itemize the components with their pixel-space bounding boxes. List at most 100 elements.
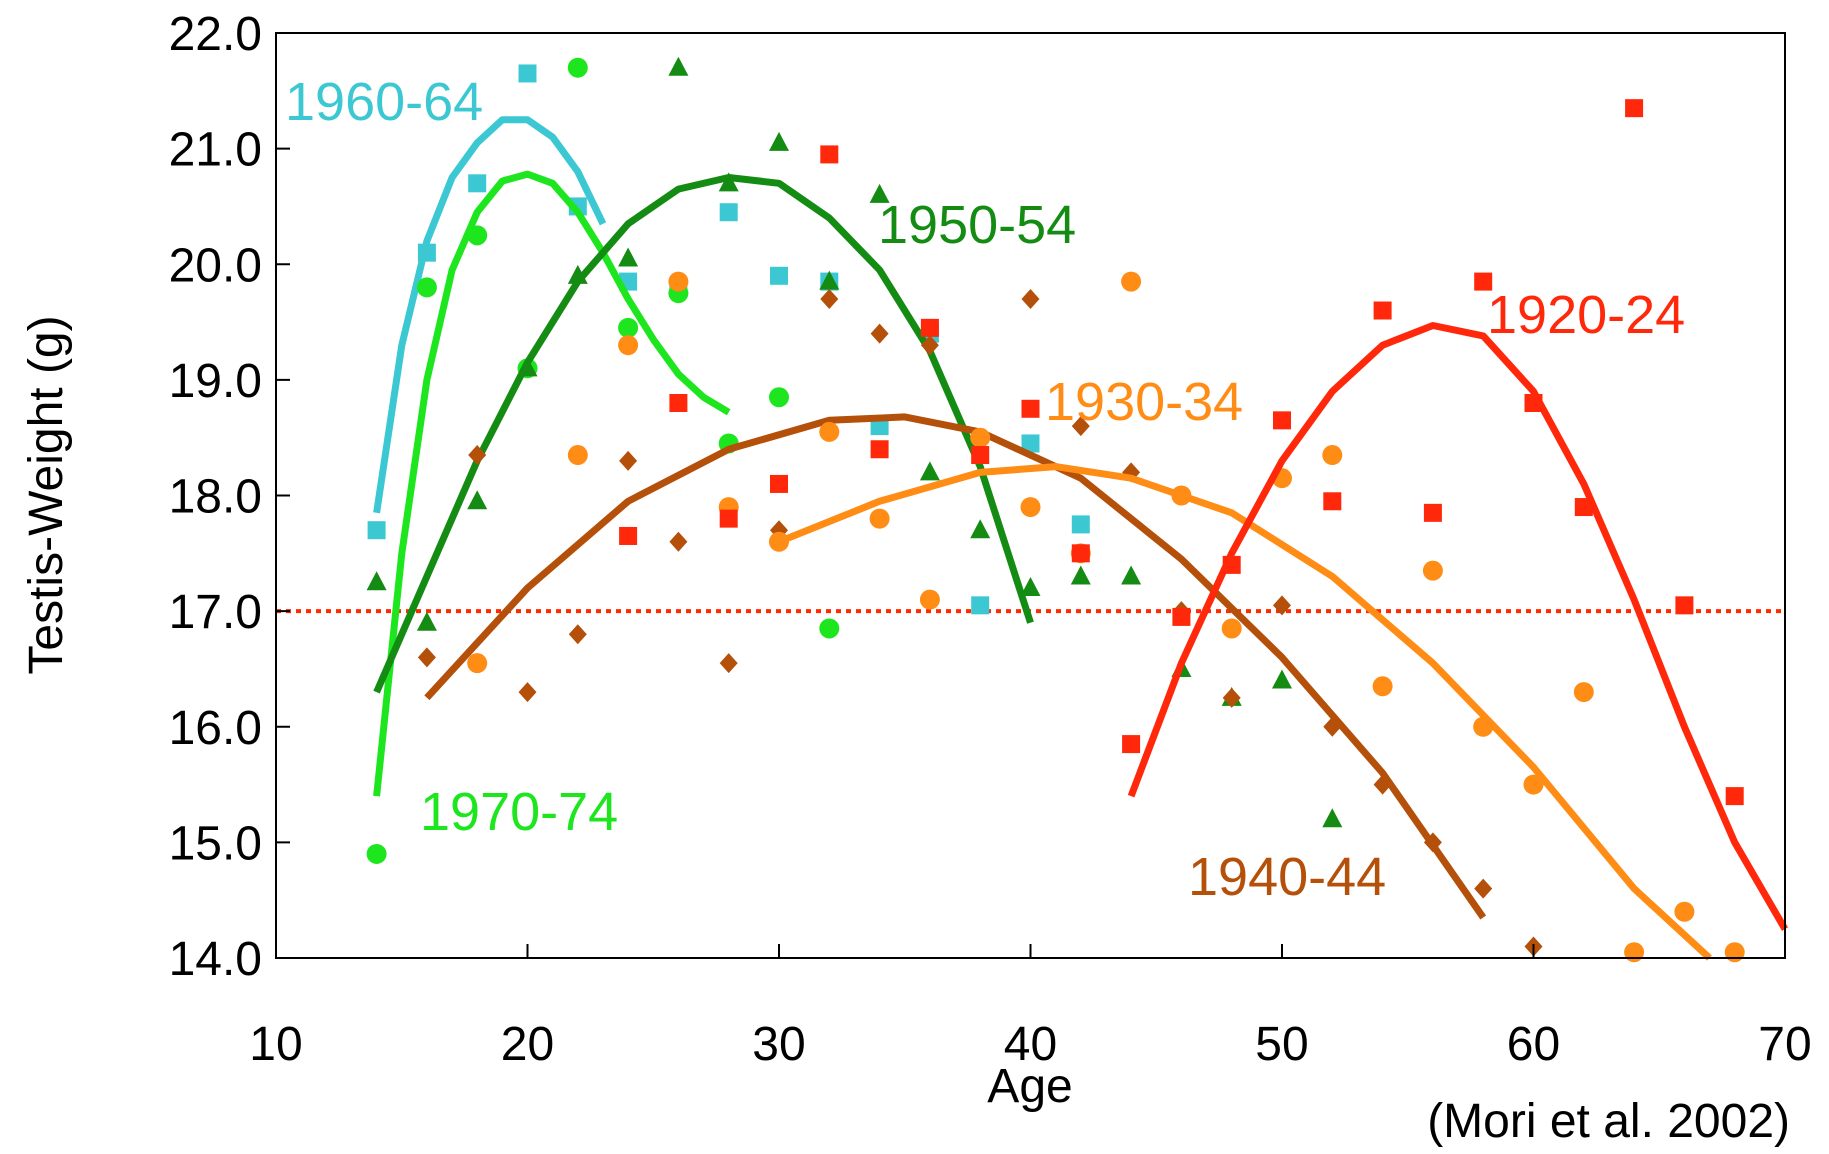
data-point-1930-34: [1724, 942, 1745, 963]
data-point-1930-34: [1372, 676, 1393, 697]
data-point-1920-24: [770, 474, 788, 493]
data-point-1920-24: [971, 446, 990, 465]
data-point-1960-64: [518, 64, 537, 83]
data-point-1940-44: [1474, 878, 1493, 899]
x-axis-title: Age: [987, 1060, 1072, 1113]
data-point-1930-34: [567, 445, 588, 466]
fit-curve-1920-24: [1127, 322, 1789, 931]
data-point-1960-64: [1021, 434, 1040, 453]
data-point-1920-24: [820, 145, 839, 164]
y-tick-label: 17.0: [169, 586, 262, 639]
data-point-1920-24: [1625, 99, 1644, 118]
data-point-1920-24: [1172, 607, 1191, 626]
data-point-1930-34: [819, 421, 840, 442]
data-point-1950-54: [1070, 565, 1091, 585]
data-point-1920-24: [619, 526, 638, 545]
data-point-1930-34: [1221, 618, 1242, 639]
data-point-1940-44: [820, 288, 839, 309]
series-label-1940-44: 1940-44: [1188, 847, 1386, 907]
data-point-1960-64: [1071, 515, 1090, 534]
data-point-1960-64: [770, 266, 788, 285]
y-tick-label: 14.0: [169, 933, 262, 986]
data-point-1940-44: [1222, 687, 1241, 708]
data-point-1930-34: [1121, 271, 1142, 292]
data-point-1930-34: [1573, 682, 1594, 703]
data-point-1920-24: [669, 394, 688, 412]
data-point-1920-24: [1021, 399, 1040, 418]
series-label-1930-34: 1930-34: [1045, 372, 1243, 432]
fit-curve-1930-34: [777, 463, 1712, 961]
data-point-1920-24: [1273, 411, 1291, 430]
data-point-1920-24: [1474, 272, 1493, 291]
data-point-1920-24: [719, 509, 738, 528]
data-point-1950-54: [769, 131, 789, 151]
data-point-1940-44: [719, 653, 738, 674]
x-tick-label: 30: [752, 1018, 805, 1071]
fit-curve-1960-64: [373, 116, 607, 514]
data-point-1950-54: [1121, 565, 1142, 585]
y-axis: 14.0 15.0 16.0 17.0 18.0 19.0 20.0 21.0 22.0: [169, 8, 290, 986]
data-point-1940-44: [417, 647, 436, 668]
data-point-1920-24: [870, 440, 889, 459]
series-label-1950-54: 1950-54: [878, 195, 1076, 255]
data-point-1920-24: [1323, 492, 1342, 511]
data-point-1950-54: [416, 611, 437, 631]
y-tick-label: 21.0: [169, 124, 262, 177]
data-point-1920-24: [1373, 301, 1392, 320]
data-point-1950-54: [819, 270, 840, 290]
data-point-1940-44: [1021, 288, 1040, 309]
data-point-1940-44: [1273, 595, 1291, 616]
data-point-1930-34: [1322, 445, 1343, 466]
data-point-1920-24: [920, 318, 939, 337]
data-point-1930-34: [1624, 942, 1645, 963]
data-point-1930-34: [869, 508, 890, 529]
data-point-1930-34: [668, 271, 689, 292]
y-tick-label: 19.0: [169, 355, 262, 408]
data-point-1960-64: [971, 596, 990, 615]
y-tick-label: 16.0: [169, 702, 262, 755]
fit-curve-1970-74: [373, 170, 731, 797]
x-tick-label: 10: [249, 1018, 302, 1071]
data-point-1970-74: [416, 277, 437, 298]
data-point-1920-24: [1122, 735, 1141, 754]
data-point-1940-44: [518, 682, 537, 703]
y-tick-label: 18.0: [169, 471, 262, 524]
data-point-1920-24: [1675, 596, 1694, 615]
data-point-1950-54: [970, 519, 991, 539]
data-point-1970-74: [366, 843, 387, 864]
y-axis-title: Testis-Weight (g): [20, 315, 73, 674]
series-label-1970-74: 1970-74: [420, 782, 618, 842]
data-point-1950-54: [1322, 808, 1343, 828]
data-point-1950-54: [668, 56, 689, 76]
data-point-1930-34: [1020, 497, 1041, 518]
data-point-1920-24: [1725, 787, 1744, 806]
data-point-1940-44: [1071, 416, 1090, 437]
x-tick-label: 20: [501, 1018, 554, 1071]
data-point-1950-54: [1020, 577, 1041, 596]
y-tick-label: 22.0: [169, 8, 262, 61]
data-point-1970-74: [618, 317, 639, 338]
x-tick-label: 40: [1004, 1018, 1057, 1071]
data-point-1960-64: [367, 521, 386, 540]
data-point-1930-34: [618, 335, 639, 356]
series-label-1920-24: 1920-24: [1487, 285, 1685, 345]
data-point-1930-34: [1674, 901, 1695, 922]
x-axis: 10 20 30 40 50 60 70: [249, 944, 1812, 1071]
data-point-1920-24: [1071, 544, 1090, 563]
data-point-1930-34: [919, 589, 940, 610]
data-point-1950-54: [718, 172, 739, 192]
data-point-1930-34: [1523, 774, 1544, 795]
data-point-1930-34: [467, 653, 488, 674]
data-point-1940-44: [920, 335, 939, 356]
data-point-1950-54: [1272, 669, 1292, 689]
data-point-1940-44: [669, 531, 688, 552]
data-point-1940-44: [870, 323, 889, 344]
data-point-1970-74: [769, 387, 789, 408]
data-point-1930-34: [970, 427, 991, 448]
y-tick-label: 20.0: [169, 239, 262, 292]
x-tick-label: 50: [1255, 1018, 1308, 1071]
data-point-1950-54: [618, 247, 639, 267]
data-point-1950-54: [467, 490, 488, 510]
data-point-1950-54: [869, 183, 890, 203]
